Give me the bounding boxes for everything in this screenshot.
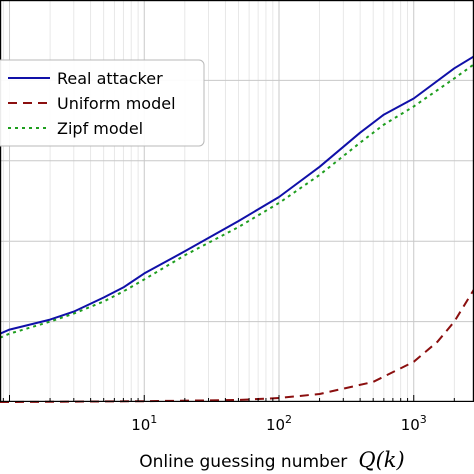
legend-box	[0, 59, 205, 147]
series-line-zipf-model	[0, 63, 474, 339]
series-lines	[0, 55, 474, 403]
x-tick-label: 103	[401, 413, 427, 434]
x-axis-label-math: Q(k)	[358, 448, 404, 472]
legend: Real attacker Uniform model Zipf model	[0, 59, 205, 147]
x-axis-ticks: 101 102 103	[2, 395, 455, 434]
x-axis-label: Online guessing number Q(k)	[139, 448, 404, 472]
x-axis-label-text: Online guessing number	[139, 452, 347, 472]
plot-frame	[0, 0, 474, 402]
legend-label-real-attacker: Real attacker	[57, 69, 163, 88]
x-tick-label: 102	[266, 413, 292, 434]
legend-label-uniform-model: Uniform model	[57, 94, 176, 113]
legend-label-zipf-model: Zipf model	[57, 119, 143, 138]
series-line-real-attacker	[0, 55, 474, 335]
series-line-uniform-model	[0, 288, 474, 403]
x-tick-label: 101	[131, 413, 157, 434]
